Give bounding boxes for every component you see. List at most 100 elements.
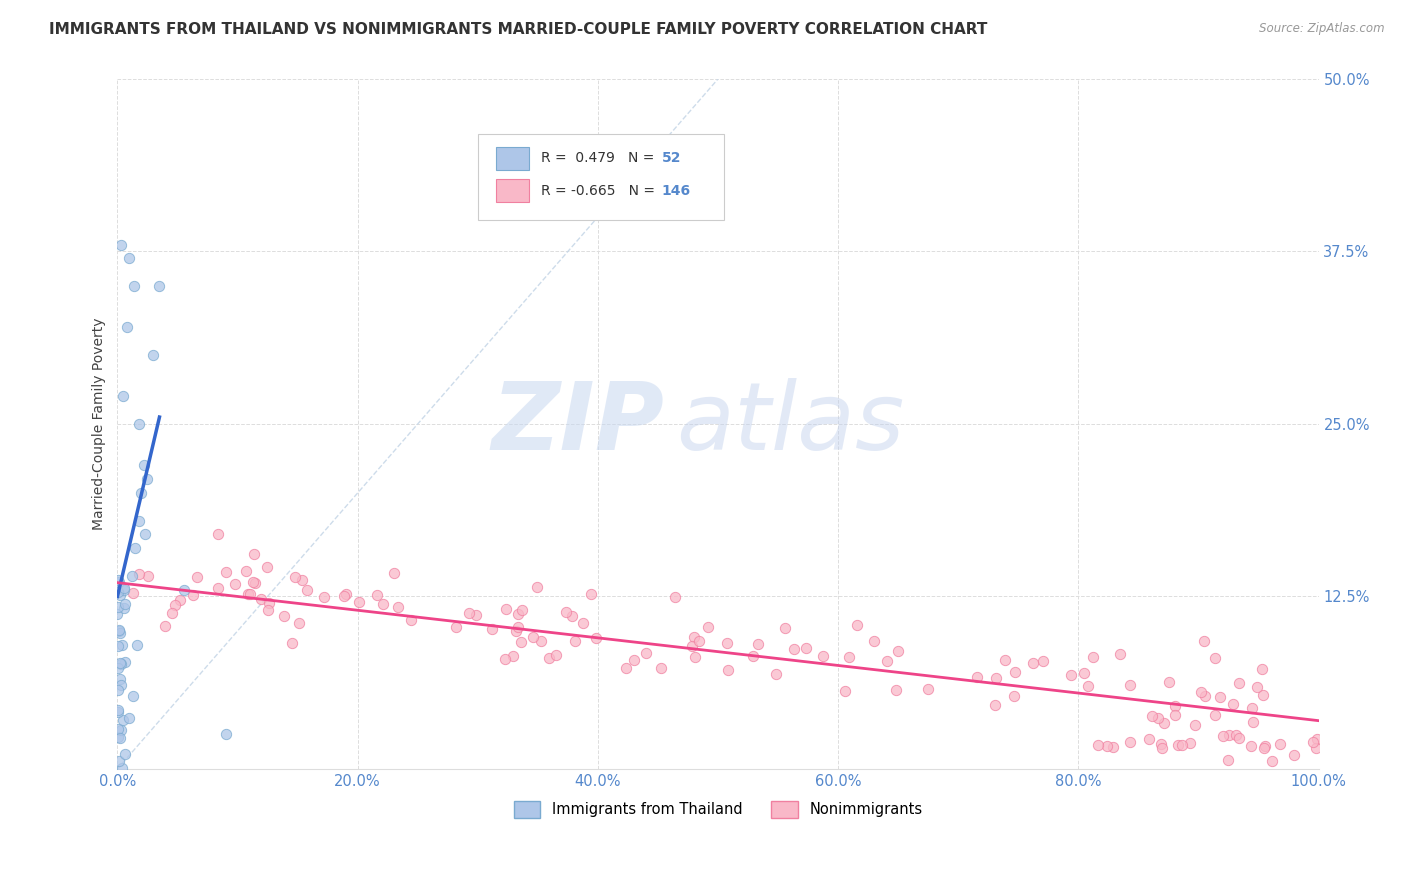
Point bbox=[399, 613, 422, 627]
Point bbox=[107, 600, 129, 615]
Point bbox=[494, 652, 516, 666]
Point bbox=[530, 633, 553, 648]
Point bbox=[664, 590, 686, 604]
Point bbox=[505, 624, 527, 639]
Point bbox=[257, 595, 280, 609]
Point bbox=[155, 619, 177, 633]
Point bbox=[1250, 663, 1272, 677]
Point bbox=[876, 654, 898, 668]
Point bbox=[256, 603, 278, 617]
Point bbox=[1087, 738, 1109, 752]
FancyBboxPatch shape bbox=[478, 134, 724, 220]
Point bbox=[249, 592, 271, 607]
Point bbox=[579, 587, 602, 601]
Point bbox=[1194, 689, 1216, 703]
Point bbox=[242, 574, 264, 589]
Point bbox=[207, 581, 229, 595]
Point bbox=[1119, 735, 1142, 749]
Point bbox=[863, 634, 886, 648]
Point bbox=[284, 569, 307, 583]
Point bbox=[118, 252, 141, 266]
Point bbox=[526, 580, 548, 594]
Point bbox=[773, 621, 796, 635]
Point bbox=[111, 638, 134, 652]
Point bbox=[1218, 728, 1240, 742]
Point bbox=[1081, 649, 1104, 664]
Point bbox=[984, 698, 1007, 713]
Point bbox=[111, 761, 134, 775]
Point bbox=[107, 607, 129, 622]
Point bbox=[128, 566, 150, 581]
Point bbox=[312, 590, 335, 604]
Point bbox=[444, 620, 467, 634]
Point bbox=[994, 653, 1017, 667]
Point bbox=[108, 625, 131, 640]
Point bbox=[688, 634, 710, 648]
Point bbox=[1218, 753, 1240, 767]
Point bbox=[236, 587, 259, 601]
Point bbox=[1227, 731, 1250, 745]
Point bbox=[131, 486, 153, 500]
Point bbox=[124, 541, 146, 556]
Point bbox=[112, 600, 135, 615]
Point bbox=[1306, 732, 1329, 747]
Point bbox=[280, 636, 302, 650]
Point bbox=[243, 576, 266, 591]
Point bbox=[1140, 709, 1163, 723]
Point bbox=[1282, 747, 1305, 762]
Point bbox=[614, 661, 637, 675]
Point bbox=[107, 723, 129, 737]
Point bbox=[132, 458, 155, 473]
Point bbox=[1227, 676, 1250, 690]
Point bbox=[239, 587, 262, 601]
Point bbox=[1077, 679, 1099, 693]
Point bbox=[696, 620, 718, 634]
Point bbox=[169, 592, 191, 607]
Point bbox=[110, 678, 132, 692]
Point bbox=[242, 547, 264, 561]
Point bbox=[333, 590, 356, 604]
Point bbox=[114, 581, 136, 595]
Point bbox=[1260, 754, 1282, 768]
Point bbox=[114, 747, 136, 761]
Point bbox=[561, 608, 583, 623]
Point bbox=[1002, 689, 1025, 703]
Point bbox=[1240, 739, 1263, 753]
Point bbox=[1204, 708, 1226, 723]
Point bbox=[555, 605, 578, 619]
Point bbox=[1022, 656, 1045, 670]
Point bbox=[1253, 688, 1275, 702]
Point bbox=[838, 649, 860, 664]
Text: IMMIGRANTS FROM THAILAND VS NONIMMIGRANTS MARRIED-COUPLE FAMILY POVERTY CORRELAT: IMMIGRANTS FROM THAILAND VS NONIMMIGRANT… bbox=[49, 22, 987, 37]
Point bbox=[1241, 701, 1264, 715]
Point bbox=[108, 754, 131, 768]
Point bbox=[717, 663, 740, 677]
Point bbox=[1305, 741, 1327, 756]
Point bbox=[114, 655, 136, 669]
Text: Source: ZipAtlas.com: Source: ZipAtlas.com bbox=[1260, 22, 1385, 36]
Point bbox=[107, 623, 129, 637]
Point bbox=[546, 648, 568, 662]
Point bbox=[683, 649, 706, 664]
Point bbox=[110, 672, 132, 686]
Point bbox=[1254, 739, 1277, 754]
Point bbox=[163, 598, 186, 612]
Point bbox=[107, 660, 129, 674]
Point bbox=[481, 622, 503, 636]
Point bbox=[813, 649, 835, 664]
Point bbox=[465, 608, 488, 623]
Legend: Immigrants from Thailand, Nonimmigrants: Immigrants from Thailand, Nonimmigrants bbox=[508, 796, 928, 824]
Point bbox=[115, 320, 138, 334]
Point bbox=[297, 582, 319, 597]
Point bbox=[1178, 736, 1201, 750]
Point bbox=[457, 606, 479, 620]
Point bbox=[986, 671, 1008, 685]
Point bbox=[128, 417, 150, 431]
Bar bbox=[496, 147, 530, 170]
Point bbox=[107, 703, 129, 717]
Point bbox=[508, 619, 530, 633]
Point bbox=[125, 638, 148, 652]
Point bbox=[214, 727, 236, 741]
Point bbox=[108, 731, 131, 745]
Point bbox=[366, 588, 388, 602]
